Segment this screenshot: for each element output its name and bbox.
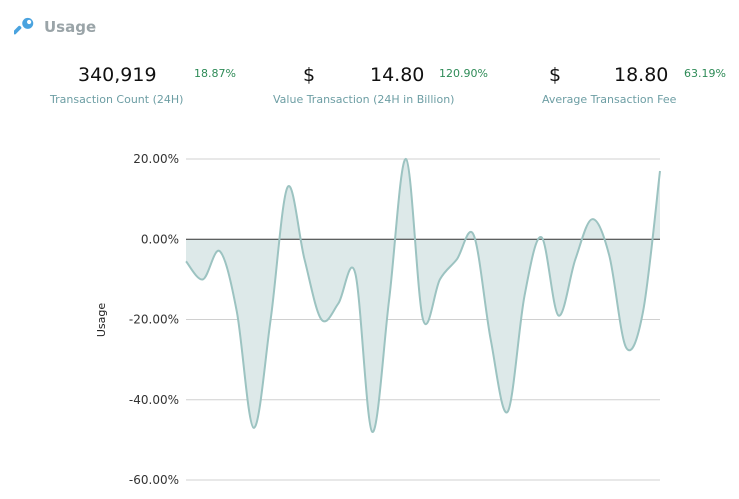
series-area (186, 158, 660, 432)
section-title: Usage (44, 18, 97, 36)
wrench-icon (14, 17, 34, 35)
currency-symbol: $ (303, 64, 316, 86)
y-tick-label: 20.00% (133, 152, 179, 166)
y-tick-label: -20.00% (129, 313, 179, 327)
usage-header: Usage (14, 14, 96, 40)
stat-label: Value Transaction (24H in Billion) (273, 93, 455, 106)
stat-value: 340,919 (78, 64, 157, 86)
series-line (185, 157, 661, 433)
y-tick-label: -40.00% (129, 393, 179, 407)
stat-change: 120.90% (439, 67, 488, 80)
stat-change: 18.87% (194, 67, 236, 80)
stat-value: 14.80 (370, 64, 425, 86)
stat-change: 63.19% (684, 67, 726, 80)
currency-symbol: $ (549, 64, 562, 86)
y-tick-label: -60.00% (129, 473, 179, 487)
stat-value: 18.80 (614, 64, 669, 86)
stat-label: Average Transaction Fee (542, 93, 677, 106)
y-tick-label: 0.00% (141, 232, 179, 246)
y-axis-title: Usage (95, 303, 108, 338)
stat-label: Transaction Count (24H) (50, 93, 184, 106)
